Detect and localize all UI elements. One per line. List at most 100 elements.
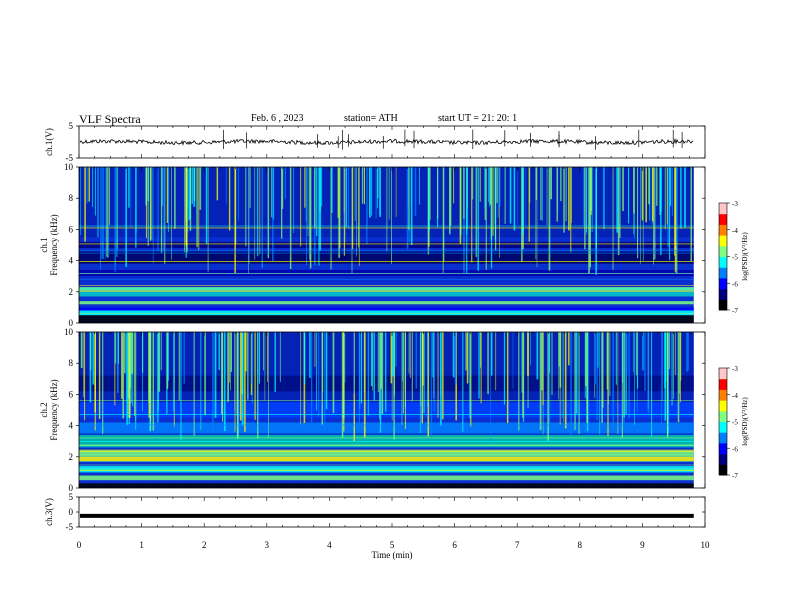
sferic-streak-1 [429,167,431,220]
sferic-streak-2 [148,332,150,403]
sferic-streak-1 [571,167,572,223]
sferic-streak-2 [268,332,269,438]
colorbar-tick-label-1: -4 [732,227,738,235]
sferic-streak-2 [279,332,281,382]
sferic-streak-2 [83,332,84,398]
sferic-streak-1 [125,167,127,267]
x-tick-label: 4 [327,540,332,550]
sferic-streak-2 [415,332,418,389]
sferic-streak-2 [80,332,83,368]
sferic-streak-2 [465,332,467,371]
band-1 [79,301,694,305]
sferic-streak-1 [449,167,452,226]
sferic-streak-2 [126,332,128,426]
x-tick-label: 9 [640,540,645,550]
sferic-streak-1 [528,167,530,242]
sferic-streak-1 [364,167,365,205]
sferic-streak-2 [309,332,311,378]
sferic-streak-1 [489,167,492,205]
sferic-streak-1 [191,167,193,205]
sferic-streak-2 [549,332,550,373]
sferic-streak-2 [117,332,119,393]
sferic-streak-1 [471,167,473,263]
sferic-streak-2 [229,332,230,383]
sferic-streak-2 [247,332,249,400]
sferic-streak-2 [427,332,429,407]
colorbar-segment-2 [719,410,727,422]
band-1 [79,307,694,311]
sferic-streak-1 [414,167,417,217]
sferic-streak-2 [214,332,217,418]
sferic-streak-2 [166,332,168,414]
sferic-streak-2 [142,332,143,412]
band-1 [79,315,694,323]
sferic-streak-1 [595,167,597,275]
colorbar-tick-label-1: -6 [732,280,738,288]
colorbar-segment-1 [719,203,727,215]
band-2 [79,475,694,481]
sferic-streak-1 [499,167,501,207]
sferic-streak-1 [193,167,196,207]
sferic-streak-2 [585,332,587,386]
sferic-streak-1 [656,167,658,206]
sferic-streak-2 [353,332,355,394]
sferic-streak-2 [224,332,226,431]
sferic-streak-1 [560,167,562,202]
sferic-streak-2 [596,332,598,421]
sferic-streak-2 [568,332,570,366]
sferic-streak-1 [160,167,163,253]
colorbar-tick-label-1: -5 [732,254,738,262]
sferic-streak-2 [118,332,119,365]
sferic-streak-1 [494,167,496,224]
x-tick-label: 8 [578,540,583,550]
sferic-streak-2 [236,332,239,439]
sferic-streak-1 [568,167,570,231]
sferic-streak-2 [609,332,611,396]
sferic-streak-2 [257,332,259,439]
sferic-streak-2 [661,332,663,402]
sferic-streak-2 [311,332,313,423]
sferic-streak-1 [584,167,586,250]
sferic-streak-1 [366,167,368,226]
sferic-streak-2 [227,332,229,402]
colorbar-segment-2 [719,464,727,476]
sferic-streak-1 [185,167,188,246]
colorbar-segment-2 [719,378,727,390]
sferic-streak-2 [433,332,436,412]
sferic-streak-1 [319,167,322,251]
colorbar-segment-1 [719,288,727,300]
x-tick-label: 1 [139,540,144,550]
sferic-streak-2 [430,332,433,437]
sferic-streak-2 [466,332,469,384]
sferic-streak-1 [377,167,379,199]
sferic-streak-1 [347,167,350,230]
sferic-streak-1 [653,167,655,260]
sferic-streak-1 [495,167,497,251]
sferic-streak-1 [453,167,455,204]
sferic-streak-1 [536,167,538,268]
sferic-streak-2 [239,332,242,421]
sferic-streak-2 [597,332,599,368]
sferic-streak-1 [358,167,360,267]
sferic-streak-1 [499,167,500,258]
sferic-streak-1 [101,167,103,260]
sferic-streak-1 [248,167,249,274]
sferic-streak-2 [490,332,492,442]
band-1 [79,251,694,264]
sferic-streak-1 [676,167,678,247]
sferic-streak-1 [94,167,96,216]
sferic-streak-1 [100,167,101,270]
sferic-streak-2 [155,332,157,440]
x-tick-label: 7 [515,540,520,550]
x-tick-label: 3 [265,540,270,550]
sferic-streak-2 [634,332,635,426]
sferic-streak-2 [408,332,410,374]
sferic-streak-1 [391,167,392,264]
colorbar-tick-label-2: -6 [732,445,738,453]
sferic-streak-1 [184,167,185,253]
sferic-streak-1 [680,167,682,229]
y-tick-label-1: 6 [69,224,74,234]
sferic-streak-1 [205,167,208,244]
y-tick-label-2: 10 [64,327,74,337]
